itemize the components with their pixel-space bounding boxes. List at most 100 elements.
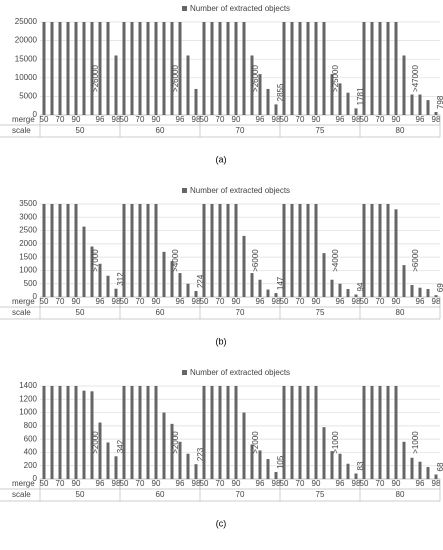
x-tick-label: 90 — [152, 479, 161, 488]
bar — [394, 386, 398, 479]
group-label: 80 — [396, 126, 405, 135]
caption: (b) — [216, 336, 227, 346]
group-label: 80 — [396, 308, 405, 317]
x-tick-label: 90 — [312, 297, 321, 306]
x-tick-label: 98 — [352, 297, 361, 306]
bar — [274, 293, 278, 297]
x-tick-label: 96 — [96, 297, 105, 306]
bar — [154, 204, 158, 297]
bar — [146, 386, 150, 479]
bar — [306, 386, 310, 479]
bar — [154, 386, 158, 479]
bar — [330, 279, 334, 297]
y-tick-label: 3500 — [19, 199, 37, 208]
bar — [434, 295, 438, 297]
x-tick-label: 96 — [416, 115, 425, 124]
bar — [418, 461, 422, 479]
y-tick-label: 5000 — [19, 92, 37, 101]
bar — [98, 263, 102, 297]
bar — [242, 235, 246, 297]
x-tick-label: 90 — [232, 479, 241, 488]
bar — [362, 22, 366, 115]
bar — [274, 104, 278, 115]
group-label: 50 — [76, 126, 85, 135]
legend-label: Number of extracted objects — [190, 4, 290, 13]
x-tick-label: 50 — [200, 115, 209, 124]
bar — [250, 444, 254, 479]
group-label: 60 — [156, 126, 165, 135]
y-tick-label: 1000 — [19, 408, 37, 417]
x-tick-label: 50 — [40, 297, 49, 306]
bar — [298, 386, 302, 479]
x-tick-label: 90 — [392, 297, 401, 306]
bar — [90, 246, 94, 297]
bar — [354, 294, 358, 297]
bar — [306, 204, 310, 297]
bar — [322, 253, 326, 297]
annotation: >6000 — [251, 249, 260, 272]
bar — [298, 204, 302, 297]
value-label: 68 — [436, 462, 443, 471]
bar — [178, 441, 182, 479]
value-label: 105 — [276, 455, 285, 469]
x-tick-label: 90 — [232, 115, 241, 124]
bar — [138, 386, 142, 479]
bar — [66, 386, 70, 479]
x-tick-label: 50 — [360, 115, 369, 124]
x-tick-label: 70 — [216, 479, 225, 488]
x-tick-label: 50 — [40, 115, 49, 124]
x-tick-label: 98 — [272, 479, 281, 488]
bar — [250, 273, 254, 297]
bar — [346, 92, 350, 115]
annotation: >4000 — [331, 249, 340, 272]
bar — [50, 386, 54, 479]
y-tick-label: 800 — [24, 421, 38, 430]
bar — [282, 204, 286, 297]
x-tick-label: 50 — [200, 297, 209, 306]
bar — [258, 279, 262, 297]
bar — [170, 22, 174, 115]
bar — [58, 386, 62, 479]
legend-swatch — [182, 6, 187, 11]
x-tick-label: 50 — [120, 297, 129, 306]
annotation: >6000 — [411, 249, 420, 272]
bar — [186, 453, 190, 479]
value-label: 223 — [196, 447, 205, 461]
x-tick-label: 98 — [352, 479, 361, 488]
y-tick-label: 500 — [24, 279, 38, 288]
bar — [402, 441, 406, 479]
x-tick-label: 50 — [360, 297, 369, 306]
value-label: 342 — [116, 439, 125, 453]
y-tick-label: 10000 — [15, 73, 38, 82]
x-tick-label: 96 — [336, 297, 345, 306]
bar — [338, 453, 342, 479]
bar — [130, 386, 134, 479]
bar — [346, 463, 350, 479]
x-tick-label: 96 — [176, 115, 185, 124]
x-tick-label: 90 — [72, 297, 81, 306]
annotation: >26000 — [91, 64, 100, 91]
bar — [218, 204, 222, 297]
bar — [106, 442, 110, 479]
bar — [418, 94, 422, 115]
bar — [138, 204, 142, 297]
bar — [418, 287, 422, 297]
x-tick-label: 98 — [432, 479, 441, 488]
bar — [58, 22, 62, 115]
annotation: >26000 — [251, 64, 260, 91]
x-tick-label: 96 — [176, 297, 185, 306]
group-label: 60 — [156, 308, 165, 317]
bar — [250, 55, 254, 115]
value-label: 224 — [196, 274, 205, 288]
y-tick-label: 1400 — [19, 381, 37, 390]
bar — [122, 386, 126, 479]
x-tick-label: 50 — [120, 479, 129, 488]
bar — [42, 386, 46, 479]
bar — [122, 204, 126, 297]
row-label: scale — [12, 490, 31, 499]
bar — [154, 22, 158, 115]
y-tick-label: 1000 — [19, 266, 37, 275]
x-tick-label: 70 — [376, 297, 385, 306]
x-tick-label: 90 — [312, 479, 321, 488]
bar — [354, 108, 358, 115]
